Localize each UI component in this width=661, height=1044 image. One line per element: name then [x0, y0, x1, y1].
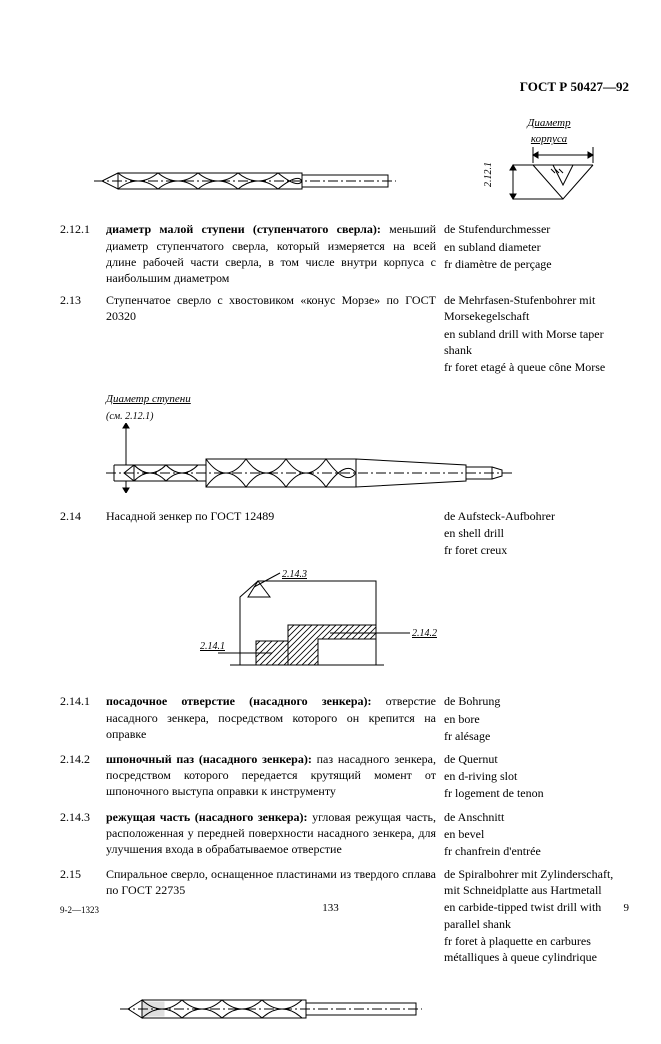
entry-num-2-14: 2.14: [60, 508, 106, 560]
standard-header: ГОСТ Р 50427—92: [60, 78, 629, 96]
entry-num-2-13: 2.13: [60, 292, 106, 376]
entry-ru-2-15: Спиральное сверло, оснащенное пластинами…: [106, 866, 444, 966]
fig3-ref2: 2.14.2: [412, 628, 437, 639]
figure-drill-body: [60, 153, 400, 211]
entry-tr-2-14: de Aufsteck-Aufbohrer en shell drill fr …: [444, 508, 629, 560]
entry-tr-2-14-3: de Anschnitt en bevel fr chanfrein d'ent…: [444, 809, 629, 861]
fig3-ref3: 2.14.1: [200, 641, 225, 652]
fig2-label: Диаметр ступени: [106, 393, 191, 405]
entry-num-2-12-1: 2.12.1: [60, 221, 106, 286]
entry-tr-2-14-2: de Quernut en d-riving slot fr logement …: [444, 751, 629, 803]
entry-tr-2-14-1: de Bohrung en bore fr alésage: [444, 693, 629, 745]
fig1-label: Диаметр: [527, 117, 570, 129]
figure-body-diameter-detail: 2.12.1: [469, 147, 629, 207]
entry-num-2-14-1: 2.14.1: [60, 693, 106, 745]
entry-ru-2-14-3: режущая часть (насадного зенкера): углов…: [106, 809, 444, 861]
fig1-sublabel: корпуса: [531, 133, 567, 145]
footer-right: 9: [624, 901, 630, 916]
entry-tr-2-15: de Spiralbohrer mit Zylinderschaft, mit …: [444, 866, 629, 966]
entry-ru-2-14-2: шпоночный паз (насадного зенкера): паз н…: [106, 751, 444, 803]
entry-tr-2-12-1: de Stufendurchmesser en subland diameter…: [444, 221, 629, 286]
footer-center: 133: [0, 901, 661, 916]
entry-ru-2-14: Насадной зенкер по ГОСТ 12489: [106, 508, 444, 560]
figure-3: 2.14.3 2.14.2 2.14.1: [200, 569, 629, 683]
entry-num-2-15: 2.15: [60, 866, 106, 966]
fig3-ref1: 2.14.3: [282, 569, 307, 580]
entry-num-2-14-3: 2.14.3: [60, 809, 106, 861]
entry-num-2-14-2: 2.14.2: [60, 751, 106, 803]
fig2-sublabel: (см. 2.12.1): [106, 411, 153, 422]
fig1-ref: 2.12.1: [483, 162, 494, 187]
entry-ru-2-12-1: диаметр малой ступени (ступенчатого свер…: [106, 221, 444, 286]
figure-2: Диаметр ступени (см. 2.12.1): [106, 390, 629, 498]
figure-4: [106, 990, 629, 1034]
figure-1: Диаметр корпуса: [60, 114, 629, 212]
entry-ru-2-13: Ступенчатое сверло с хвостовиком «конус …: [106, 292, 444, 376]
entry-ru-2-14-1: посадочное отверстие (насадного зенкера)…: [106, 693, 444, 745]
entry-tr-2-13: de Mehrfasen-Stufenbohrer mit Morsekegel…: [444, 292, 629, 376]
